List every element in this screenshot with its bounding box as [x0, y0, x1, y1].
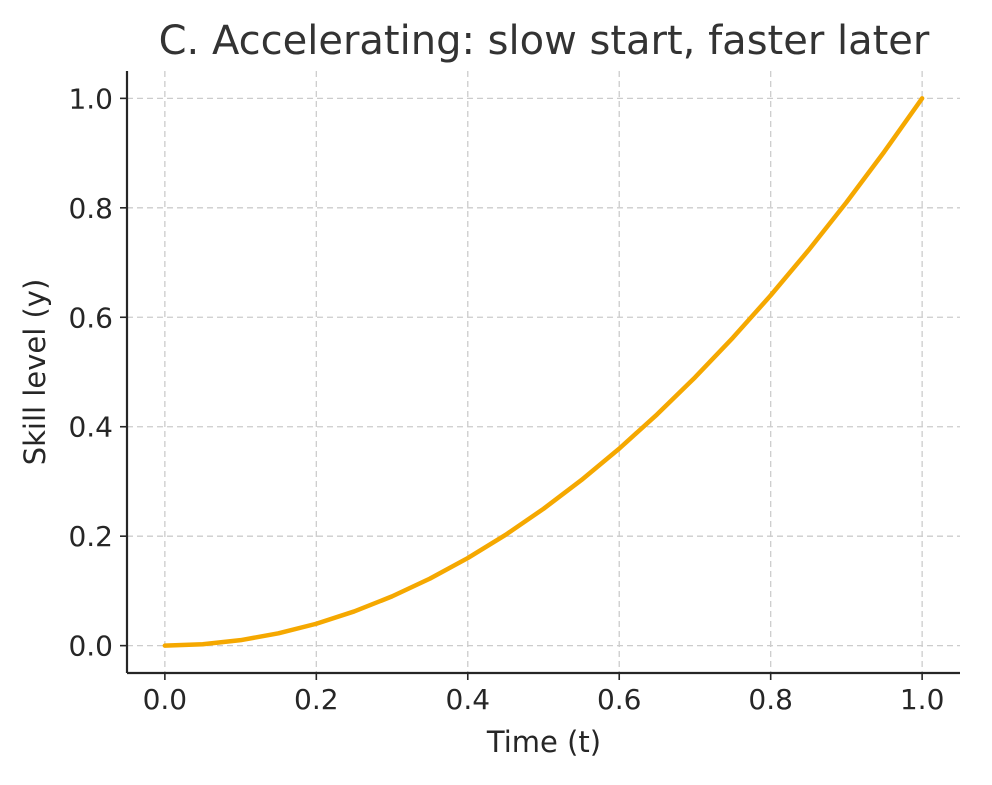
x-tick-label-5: 1.0	[900, 683, 945, 716]
x-tick-label-1: 0.2	[294, 683, 339, 716]
y-tick-label-0: 0.0	[68, 630, 113, 663]
x-axis-label: Time (t)	[486, 725, 601, 759]
x-tick-label-3: 0.6	[597, 683, 642, 716]
series-line-0	[162, 96, 925, 648]
y-tick-label-5: 1.0	[68, 82, 113, 115]
grid-lines	[127, 71, 960, 673]
axes	[120, 71, 960, 680]
x-tick-label-0: 0.0	[143, 683, 188, 716]
y-tick-label-2: 0.4	[68, 411, 113, 444]
x-tick-label-4: 0.8	[748, 683, 793, 716]
x-tick-label-2: 0.4	[446, 683, 491, 716]
y-tick-label-4: 0.8	[68, 192, 113, 225]
y-tick-label-3: 0.6	[68, 301, 113, 334]
y-tick-label-1: 0.2	[68, 520, 113, 553]
series-layer	[162, 96, 925, 648]
y-axis-label: Skill level (y)	[18, 279, 52, 466]
tick-labels: 0.0 0.2 0.4 0.6 0.8 1.0 0.0 0.2 0.4 0.6 0.8 1.0	[68, 82, 944, 716]
chart-title: C. Accelerating: slow start, faster late…	[159, 18, 930, 64]
